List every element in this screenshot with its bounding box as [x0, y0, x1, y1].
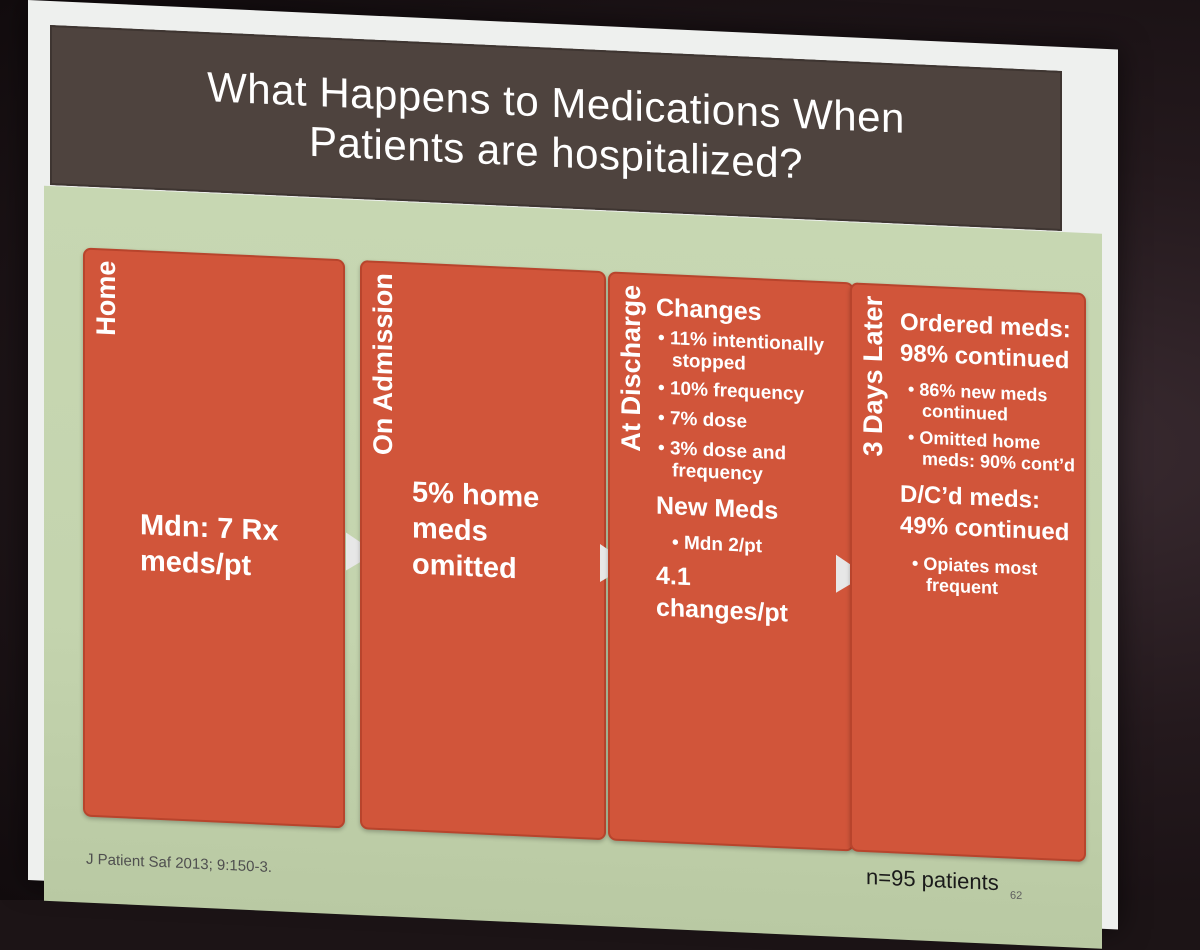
- discharge-box: At Discharge Changes • 11% intentionally…: [608, 271, 854, 852]
- admission-label: On Admission: [368, 272, 398, 456]
- changes-per-patient: 4.1 changes/pt: [656, 561, 788, 628]
- home-box: Home Mdn: 7 Rx meds/pt: [83, 247, 345, 829]
- new-meds-item: • Mdn 2/pt: [672, 532, 763, 558]
- dc-meds: D/C’d meds: 49% continued: [900, 480, 1070, 547]
- change-item: • 7% dose: [658, 407, 748, 433]
- later-content: Ordered meds: 98% continued • 86% new me…: [900, 307, 1078, 603]
- home-label: Home: [91, 259, 121, 337]
- home-text: Mdn: 7 Rx meds/pt: [140, 509, 279, 583]
- new-meds-heading: New Meds: [656, 491, 779, 526]
- change-item: • 3% dose and frequency: [658, 437, 787, 486]
- slide-number: 62: [1010, 889, 1023, 903]
- changes-heading: Changes: [656, 293, 762, 327]
- discharge-content: Changes • 11% intentionally stopped • 10…: [656, 292, 846, 633]
- ordered-item: • 86% new meds continued: [908, 378, 1048, 425]
- projected-slide: What Happens to Medications When Patient…: [28, 0, 1118, 949]
- admission-box: On Admission 5% home meds omitted: [360, 260, 606, 841]
- ordered-meds: Ordered meds: 98% continued: [900, 308, 1071, 375]
- slide-title: What Happens to Medications When Patient…: [50, 55, 1062, 201]
- later-box: 3 Days Later Ordered meds: 98% continued…: [850, 282, 1086, 863]
- change-item: • 11% intentionally stopped: [658, 327, 825, 375]
- dc-item: • Opiates most frequent: [912, 553, 1038, 599]
- ordered-item: • Omitted home meds: 90% cont’d: [908, 426, 1076, 476]
- change-item: • 10% frequency: [658, 377, 805, 406]
- admission-text: 5% home meds omitted: [412, 476, 540, 586]
